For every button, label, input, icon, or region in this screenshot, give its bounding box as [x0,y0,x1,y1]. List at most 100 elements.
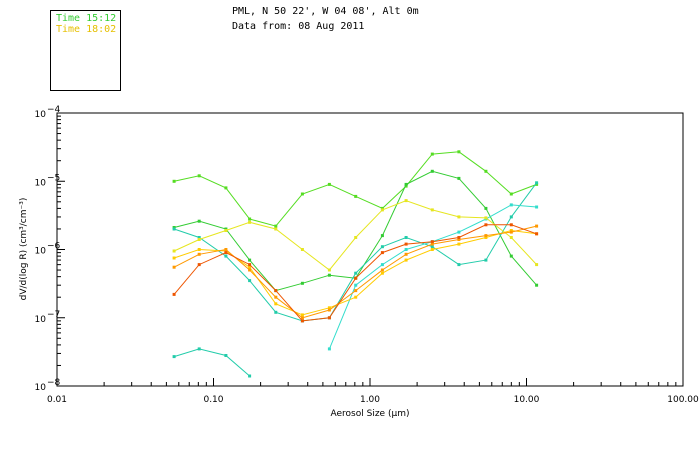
data-point [430,240,434,244]
data-point [300,248,304,251]
data-point [509,215,513,219]
data-point [354,289,358,293]
y-tick-label: 10 [35,315,47,325]
data-point [535,263,539,267]
x-axis-title: Aerosol Size (μm) [331,409,410,419]
data-point [380,234,384,238]
data-point [300,313,304,317]
data-point [380,245,384,249]
data-point [300,192,304,196]
data-point [172,179,176,183]
legend-entry-2: Time 18:02 [56,24,117,35]
data-point [457,238,461,241]
data-point [327,308,331,312]
y-tick-exponent: −7 [47,310,60,320]
data-point [274,295,278,299]
x-tick-label: 0.10 [203,395,223,405]
data-point [354,236,358,239]
data-point [172,256,176,260]
data-point [380,271,384,275]
series-line [173,151,537,227]
data-point [484,216,488,220]
data-point [404,199,408,203]
data-point [248,217,252,221]
legend-box: Time 15:12 Time 18:02 [50,10,121,91]
data-point [430,169,434,173]
data-point [430,242,434,246]
data-point [327,182,331,186]
data-point [197,248,201,251]
data-point [430,208,434,212]
y-tick-exponent: −6 [47,242,61,252]
y-tick-base: 10 [35,383,47,393]
data-point [224,251,228,255]
plot-area-frame [56,112,684,387]
data-point [248,258,252,262]
data-point [354,194,358,198]
data-point [248,279,252,283]
data-point [248,263,252,267]
data-point [172,355,176,359]
data-point [535,181,539,185]
y-tick-label: 10 [35,383,47,393]
data-point [430,248,434,251]
data-point [327,268,331,272]
data-point [535,232,539,236]
data-point [327,316,331,320]
series-9 [172,223,539,323]
data-point [484,258,488,262]
data-point [197,238,201,241]
data-point [274,227,278,231]
data-point [300,319,304,323]
data-point [484,206,488,210]
data-point [224,254,228,258]
data-point [380,263,384,267]
data-point [354,283,358,287]
data-point [430,152,434,156]
data-point [300,281,304,285]
data-point [457,242,461,246]
data-point [404,252,408,256]
data-point [380,251,384,255]
data-point [197,174,201,178]
data-point [509,236,513,239]
data-point [274,224,278,228]
data-point [197,236,201,239]
y-tick-exponent: −8 [47,378,61,388]
data-point [248,220,252,224]
data-point [354,295,358,299]
x-tick-label: 0.01 [47,395,67,405]
data-date-header: Data from: 08 Aug 2011 [232,21,365,32]
data-point [509,203,513,207]
data-point [535,182,539,186]
data-point [172,265,176,269]
data-point [274,289,278,293]
series-1 [172,150,539,228]
series-4 [172,347,252,378]
data-point [457,215,461,219]
y-tick-base: 10 [35,247,47,257]
data-point [197,219,201,223]
legend-entry-1: Time 15:12 [56,13,117,24]
series-layer [172,150,539,378]
data-point [509,230,513,234]
data-point [457,176,461,180]
y-tick-label: 10 [35,178,47,188]
data-point [404,236,408,239]
data-point [404,258,408,262]
data-point [248,268,252,272]
data-point [224,354,228,357]
data-point [197,347,201,351]
data-point [274,310,278,314]
data-point [248,265,252,269]
data-point [484,234,488,238]
data-point [327,273,331,277]
y-tick-label: 10 [35,110,47,120]
y-tick-base: 10 [35,315,47,325]
data-point [172,292,176,296]
series-6 [172,199,539,272]
data-point [300,316,304,320]
data-point [224,229,228,232]
y-tick-base: 10 [35,178,47,188]
